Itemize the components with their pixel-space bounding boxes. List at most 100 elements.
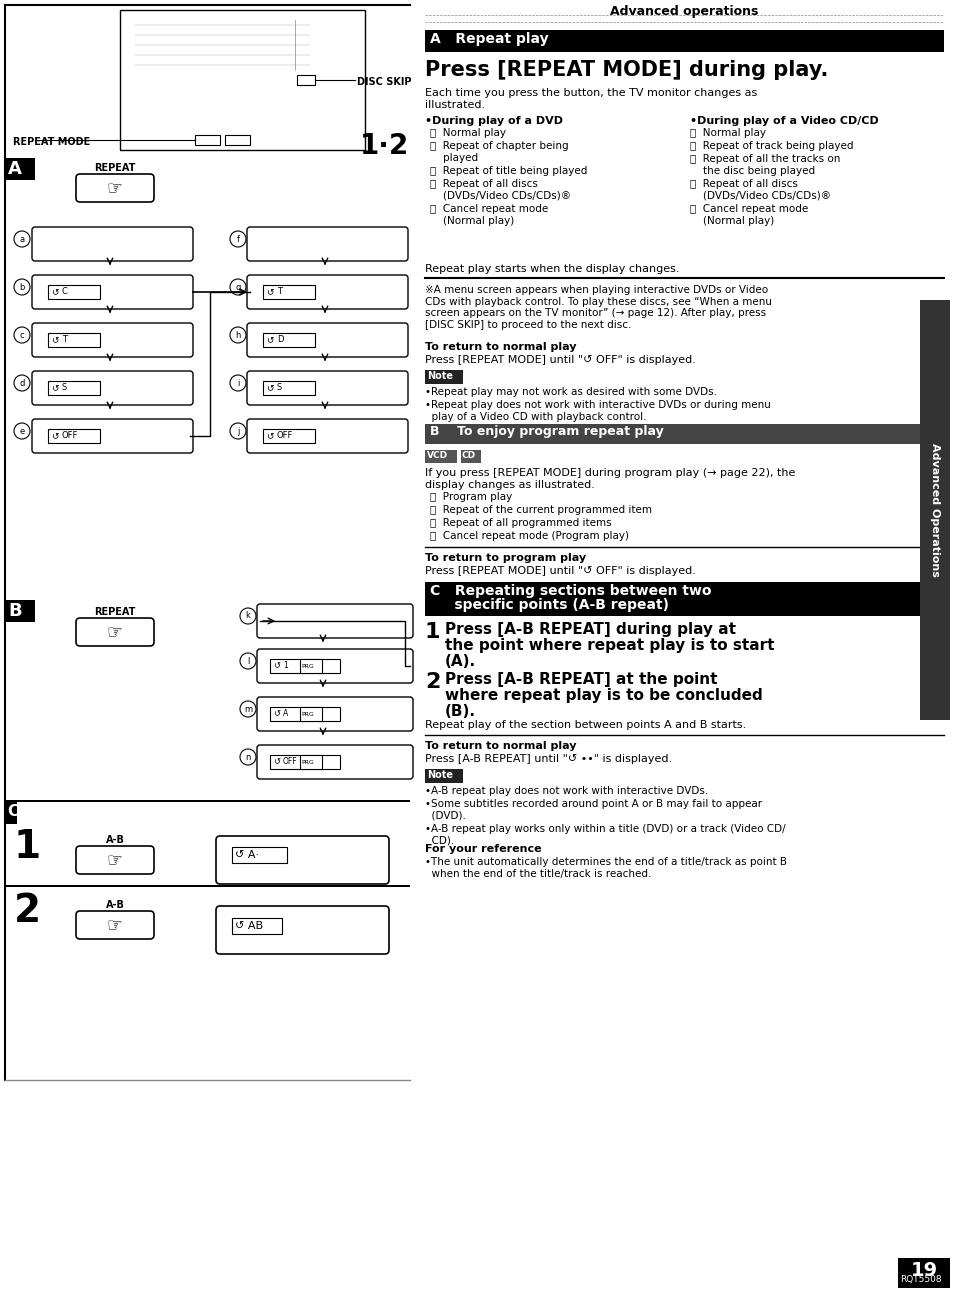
Text: ↺ AB: ↺ AB [234,921,263,931]
Bar [48,285,100,299]
Text: (B).: (B). [444,704,476,719]
Text: ↺ A·: ↺ A· [234,850,259,861]
Bar [270,756,339,769]
Text: ☞: ☞ [107,179,123,197]
Bar [296,75,314,86]
FancyBboxPatch shape [247,227,408,260]
Bar [424,30,943,52]
Text: A: A [8,159,22,178]
Bar [263,333,314,347]
Bar [48,381,100,395]
Text: A   Repeat play: A Repeat play [430,32,548,45]
Text: a: a [19,235,25,244]
Text: ↺: ↺ [266,432,274,441]
FancyBboxPatch shape [247,275,408,308]
Text: A-B
REPEAT: A-B REPEAT [94,835,135,857]
Text: ☞: ☞ [107,851,123,870]
Text: PRG: PRG [301,664,314,669]
Text: VCD: VCD [427,451,448,460]
Circle shape [230,422,246,439]
Circle shape [14,231,30,248]
Text: ↺: ↺ [266,336,274,345]
Text: Advanced Operations: Advanced Operations [929,443,939,577]
Bar [299,658,322,673]
FancyBboxPatch shape [247,419,408,454]
Text: ⓕ  Normal play: ⓕ Normal play [689,128,765,137]
Text: D: D [276,336,283,345]
Bar [424,369,462,384]
Text: S: S [62,384,67,393]
Bar [424,424,943,445]
Circle shape [14,375,30,391]
Text: ↺: ↺ [51,432,58,441]
Bar [232,918,282,934]
FancyBboxPatch shape [32,323,193,356]
Text: 19: 19 [909,1261,937,1280]
Text: ↺: ↺ [51,384,58,393]
Text: Note: Note [427,770,453,780]
Circle shape [230,375,246,391]
Bar [48,429,100,443]
Bar [897,1258,949,1288]
Text: Repeat play of the section between points A and B starts.: Repeat play of the section between point… [424,721,745,730]
Text: c: c [20,330,24,340]
Text: ↺: ↺ [273,661,280,670]
Text: j: j [236,426,239,435]
FancyBboxPatch shape [32,227,193,260]
Text: T: T [276,288,282,297]
Text: 1: 1 [424,622,440,642]
Bar [232,848,287,863]
Text: To return to normal play: To return to normal play [424,741,576,750]
Text: d: d [19,378,25,388]
Bar [919,299,949,721]
Text: Press [A-B REPEAT] until "↺ ••" is displayed.: Press [A-B REPEAT] until "↺ ••" is displ… [424,754,672,765]
Text: DISC SKIP: DISC SKIP [356,76,411,87]
Text: ⓝ  Cancel repeat mode (Program play): ⓝ Cancel repeat mode (Program play) [430,531,628,540]
Text: ⓔ  Cancel repeat mode
    (Normal play): ⓔ Cancel repeat mode (Normal play) [430,203,548,226]
Text: the point where repeat play is to start: the point where repeat play is to start [444,638,774,653]
Text: Press [A-B REPEAT] at the point: Press [A-B REPEAT] at the point [444,673,717,687]
Text: m: m [244,705,252,714]
Text: Press [A-B REPEAT] during play at: Press [A-B REPEAT] during play at [444,622,735,638]
Text: ⓚ  Program play: ⓚ Program play [430,492,512,502]
Text: where repeat play is to be concluded: where repeat play is to be concluded [444,688,762,702]
Text: RQT5508: RQT5508 [899,1275,941,1284]
FancyBboxPatch shape [247,371,408,404]
Text: A: A [283,709,288,718]
Text: 1: 1 [14,828,41,866]
Text: OFF: OFF [62,432,78,441]
Text: (A).: (A). [444,654,476,669]
FancyBboxPatch shape [32,419,193,454]
Text: PRG: PRG [301,712,314,717]
Bar [424,450,456,463]
Circle shape [230,231,246,248]
Bar [120,10,365,150]
Circle shape [240,653,255,669]
Bar [263,381,314,395]
FancyBboxPatch shape [76,174,153,202]
Text: ⓘ  Repeat of all discs
    (DVDs/Video CDs/CDs)®: ⓘ Repeat of all discs (DVDs/Video CDs/CD… [689,179,830,201]
Text: ※A menu screen appears when playing interactive DVDs or Video
CDs with playback : ※A menu screen appears when playing inte… [424,285,771,329]
Text: Each time you press the button, the TV monitor changes as
illustrated.: Each time you press the button, the TV m… [424,88,757,110]
FancyBboxPatch shape [256,604,413,638]
Text: ↺: ↺ [273,709,280,718]
Circle shape [14,279,30,295]
FancyBboxPatch shape [76,846,153,874]
Bar [424,582,943,616]
Text: ☞: ☞ [107,916,123,934]
Text: ⓑ  Repeat of chapter being
    played: ⓑ Repeat of chapter being played [430,141,568,162]
Text: l: l [247,657,249,666]
Text: S: S [276,384,282,393]
Circle shape [14,422,30,439]
Text: ⓓ  Repeat of all discs
    (DVDs/Video CDs/CDs)®: ⓓ Repeat of all discs (DVDs/Video CDs/CD… [430,179,571,201]
Text: ↺: ↺ [273,757,280,766]
Bar [5,158,35,180]
Text: ⓙ  Cancel repeat mode
    (Normal play): ⓙ Cancel repeat mode (Normal play) [689,203,807,226]
Text: 2: 2 [424,673,440,692]
Text: If you press [REPEAT MODE] during program play (→ page 22), the: If you press [REPEAT MODE] during progra… [424,468,795,478]
Bar [5,885,410,886]
Circle shape [240,749,255,765]
FancyBboxPatch shape [215,836,389,884]
Text: k: k [245,612,251,621]
Text: REPEAT
MODE: REPEAT MODE [94,607,135,629]
